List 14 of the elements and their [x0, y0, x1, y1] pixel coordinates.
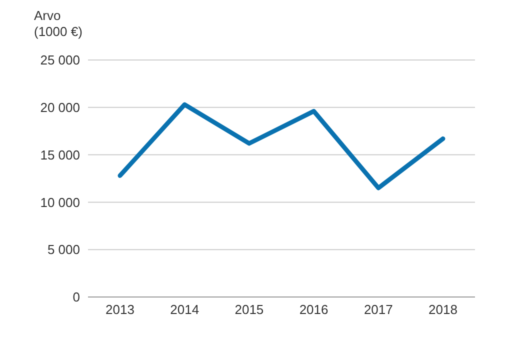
y-tick-label: 0 [72, 290, 80, 305]
y-tick-label: 5 000 [47, 242, 80, 258]
x-tick-label: 2015 [234, 302, 264, 318]
y-tick-label: 10 000 [40, 194, 80, 210]
x-tick-label: 2017 [364, 302, 393, 318]
x-tick-label: 2014 [170, 302, 200, 318]
y-tick-label: 25 000 [40, 52, 80, 68]
x-tick-label: 2016 [299, 302, 328, 318]
y-axis-title: Arvo (1000 €) [34, 8, 82, 40]
y-tick-label: 15 000 [40, 147, 80, 162]
x-tick-label: 2013 [106, 302, 134, 318]
y-tick-label: 20 000 [40, 100, 80, 116]
x-tick-label: 2018 [428, 302, 458, 318]
line-series [118, 102, 446, 190]
